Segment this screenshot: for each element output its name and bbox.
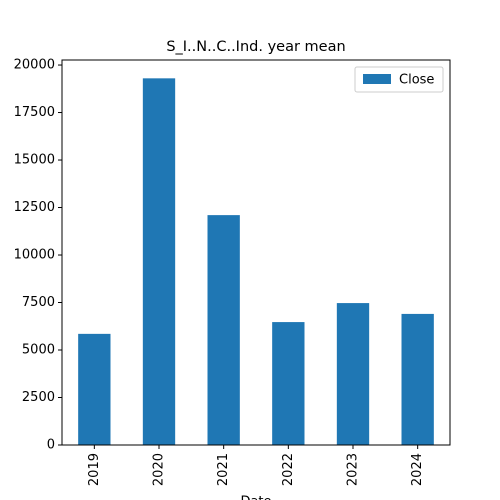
x-tick-label: 2024: [410, 453, 425, 486]
bar: [78, 333, 111, 445]
x-tick-label: 2021: [216, 453, 231, 486]
y-tick-label: 20000: [14, 58, 55, 73]
y-tick-label: 0: [47, 438, 55, 453]
y-tick-label: 10000: [14, 248, 55, 263]
y-tick-label: 12500: [14, 200, 55, 215]
bar: [207, 215, 240, 445]
x-axis-label: Date: [240, 495, 271, 500]
y-tick-label: 2500: [22, 390, 55, 405]
plot-frame: [61, 59, 451, 446]
x-tick-label: 2023: [346, 453, 361, 486]
bar: [336, 303, 370, 445]
y-tick-label: 17500: [14, 105, 55, 120]
legend-label: Close: [399, 73, 434, 88]
x-tick-label: 2022: [281, 453, 296, 486]
x-tick-label: 2020: [152, 453, 167, 486]
y-tick-label: 7500: [22, 295, 55, 310]
y-tick-label: 15000: [14, 153, 55, 168]
bar: [142, 78, 176, 445]
bar: [272, 322, 305, 445]
x-tick-label: 2019: [87, 453, 102, 486]
chart-title: S_I..N..C..Ind. year mean: [166, 39, 345, 55]
y-tick-label: 5000: [22, 343, 55, 358]
legend-swatch: [363, 74, 391, 84]
legend-box: [354, 66, 444, 93]
bar: [401, 313, 434, 445]
